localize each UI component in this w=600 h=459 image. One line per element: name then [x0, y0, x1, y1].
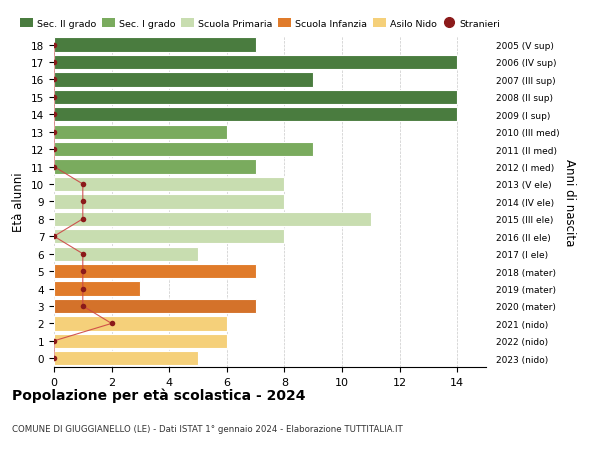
Bar	[54, 125, 227, 140]
Point	[49, 77, 59, 84]
Point	[49, 355, 59, 362]
Point	[49, 42, 59, 49]
Bar	[54, 108, 457, 122]
Point	[49, 129, 59, 136]
Point	[78, 198, 88, 206]
Point	[49, 337, 59, 345]
Bar	[54, 143, 313, 157]
Bar	[54, 212, 371, 226]
Bar	[54, 247, 198, 261]
Point	[78, 285, 88, 292]
Bar	[54, 317, 227, 331]
Bar	[54, 56, 457, 70]
Point	[49, 94, 59, 101]
Point	[49, 59, 59, 67]
Bar	[54, 38, 256, 52]
Legend: Sec. II grado, Sec. I grado, Scuola Primaria, Scuola Infanzia, Asilo Nido, Stran: Sec. II grado, Sec. I grado, Scuola Prim…	[20, 19, 500, 29]
Bar	[54, 299, 256, 313]
Point	[49, 112, 59, 119]
Bar	[54, 178, 284, 192]
Point	[49, 163, 59, 171]
Point	[78, 268, 88, 275]
Bar	[54, 282, 140, 296]
Point	[78, 181, 88, 188]
Text: COMUNE DI GIUGGIANELLO (LE) - Dati ISTAT 1° gennaio 2024 - Elaborazione TUTTITAL: COMUNE DI GIUGGIANELLO (LE) - Dati ISTAT…	[12, 425, 403, 434]
Point	[107, 320, 116, 327]
Y-axis label: Età alunni: Età alunni	[13, 172, 25, 232]
Y-axis label: Anni di nascita: Anni di nascita	[563, 158, 576, 246]
Point	[49, 146, 59, 153]
Bar	[54, 334, 227, 348]
Text: Popolazione per età scolastica - 2024: Popolazione per età scolastica - 2024	[12, 388, 305, 403]
Bar	[54, 195, 284, 209]
Bar	[54, 90, 457, 105]
Point	[49, 233, 59, 241]
Point	[78, 302, 88, 310]
Bar	[54, 264, 256, 279]
Point	[78, 216, 88, 223]
Bar	[54, 352, 198, 366]
Bar	[54, 160, 256, 174]
Bar	[54, 73, 313, 87]
Point	[78, 251, 88, 258]
Bar	[54, 230, 284, 244]
